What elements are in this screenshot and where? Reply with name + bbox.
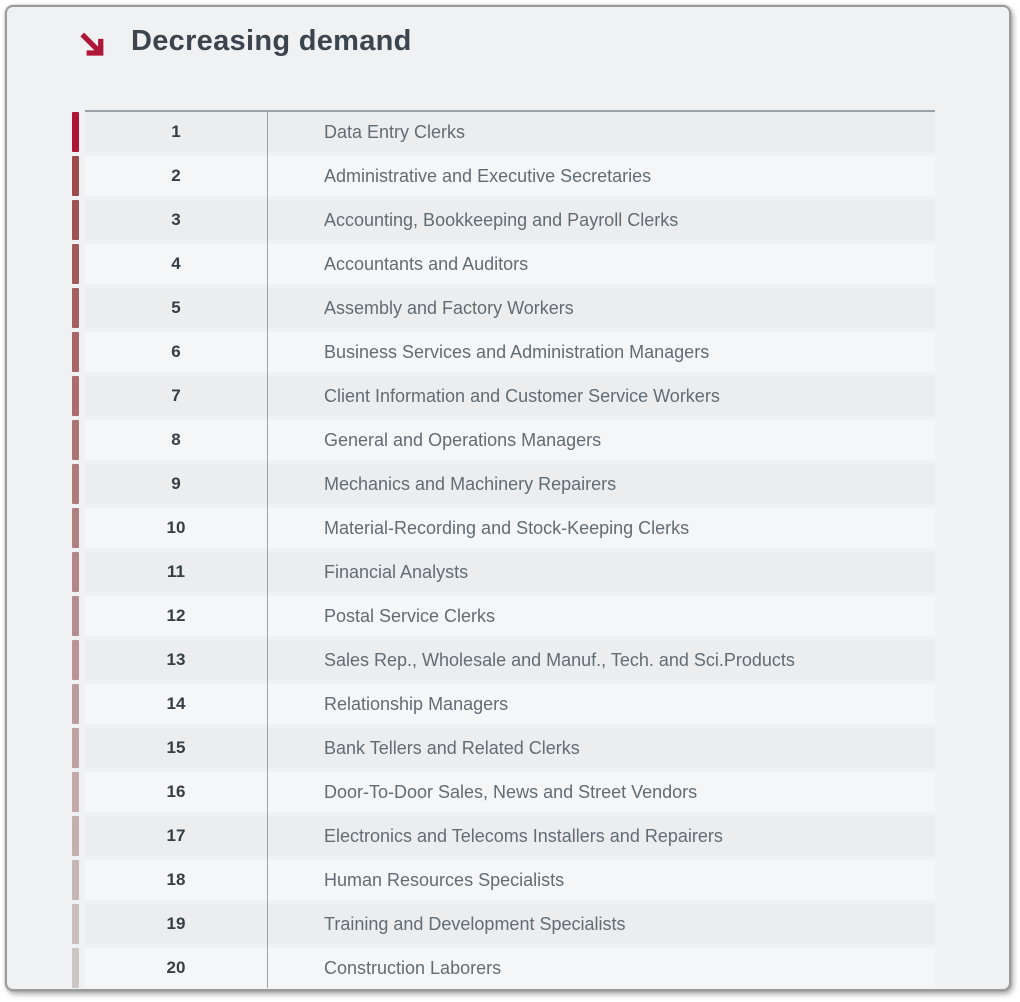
occupation-cell: Data Entry Clerks (267, 112, 935, 152)
occupation-cell: Bank Tellers and Related Clerks (267, 728, 935, 768)
table-row: 8 General and Operations Managers (72, 420, 935, 460)
occupation-cell: Human Resources Specialists (267, 860, 935, 900)
rank-accent-bar (72, 772, 79, 812)
rank-cell: 11 (85, 552, 267, 592)
table-row: 5 Assembly and Factory Workers (72, 288, 935, 328)
occupation-cell: Training and Development Specialists (267, 904, 935, 944)
table-row: 6 Business Services and Administration M… (72, 332, 935, 372)
table-row: 19 Training and Development Specialists (72, 904, 935, 944)
table-column-divider (267, 110, 268, 988)
rank-cell: 5 (85, 288, 267, 328)
occupation-cell: Construction Laborers (267, 948, 935, 988)
table-row: 14 Relationship Managers (72, 684, 935, 724)
rank-cell: 17 (85, 816, 267, 856)
rank-cell: 15 (85, 728, 267, 768)
table-row: 7 Client Information and Customer Servic… (72, 376, 935, 416)
rank-cell: 7 (85, 376, 267, 416)
table-row: 10 Material-Recording and Stock-Keeping … (72, 508, 935, 548)
rank-cell: 6 (85, 332, 267, 372)
occupation-cell: General and Operations Managers (267, 420, 935, 460)
rank-cell: 8 (85, 420, 267, 460)
rank-accent-bar (72, 684, 79, 724)
rank-accent-bar (72, 640, 79, 680)
section-title: Decreasing demand (131, 25, 412, 57)
table-row: 11 Financial Analysts (72, 552, 935, 592)
table-row: 13 Sales Rep., Wholesale and Manuf., Tec… (72, 640, 935, 680)
rank-accent-bar (72, 948, 79, 988)
rank-accent-bar (72, 596, 79, 636)
rank-cell: 9 (85, 464, 267, 504)
report-card: Decreasing demand 1 Data Entry Clerks 2 … (5, 5, 1011, 991)
occupation-cell: Accountants and Auditors (267, 244, 935, 284)
occupation-cell: Client Information and Customer Service … (267, 376, 935, 416)
rank-accent-bar (72, 420, 79, 460)
rank-cell: 20 (85, 948, 267, 988)
table-row: 4 Accountants and Auditors (72, 244, 935, 284)
rank-cell: 18 (85, 860, 267, 900)
rank-accent-bar (72, 728, 79, 768)
occupation-cell: Relationship Managers (267, 684, 935, 724)
rank-accent-bar (72, 156, 79, 196)
table-row: 2 Administrative and Executive Secretari… (72, 156, 935, 196)
table-row: 18 Human Resources Specialists (72, 860, 935, 900)
rank-cell: 3 (85, 200, 267, 240)
rank-cell: 1 (85, 112, 267, 152)
occupation-cell: Business Services and Administration Man… (267, 332, 935, 372)
rank-accent-bar (72, 200, 79, 240)
rank-accent-bar (72, 464, 79, 504)
occupation-cell: Sales Rep., Wholesale and Manuf., Tech. … (267, 640, 935, 680)
rank-cell: 19 (85, 904, 267, 944)
rank-cell: 4 (85, 244, 267, 284)
rank-accent-bar (72, 332, 79, 372)
occupation-cell: Electronics and Telecoms Installers and … (267, 816, 935, 856)
occupation-cell: Accounting, Bookkeeping and Payroll Cler… (267, 200, 935, 240)
rank-cell: 16 (85, 772, 267, 812)
table-row: 20 Construction Laborers (72, 948, 935, 988)
rank-cell: 10 (85, 508, 267, 548)
occupation-cell: Postal Service Clerks (267, 596, 935, 636)
rank-accent-bar (72, 552, 79, 592)
rank-cell: 13 (85, 640, 267, 680)
rank-accent-bar (72, 112, 79, 152)
rank-accent-bar (72, 904, 79, 944)
occupation-cell: Material-Recording and Stock-Keeping Cle… (267, 508, 935, 548)
rank-cell: 2 (85, 156, 267, 196)
table-row: 9 Mechanics and Machinery Repairers (72, 464, 935, 504)
rank-accent-bar (72, 860, 79, 900)
rank-accent-bar (72, 244, 79, 284)
occupation-cell: Financial Analysts (267, 552, 935, 592)
occupation-cell: Mechanics and Machinery Repairers (267, 464, 935, 504)
table-row: 1 Data Entry Clerks (72, 112, 935, 152)
table-top-border (85, 110, 935, 112)
rank-accent-bar (72, 288, 79, 328)
occupation-cell: Assembly and Factory Workers (267, 288, 935, 328)
table-row: 15 Bank Tellers and Related Clerks (72, 728, 935, 768)
arrow-down-right-icon (75, 26, 107, 58)
rank-accent-bar (72, 816, 79, 856)
rank-cell: 12 (85, 596, 267, 636)
rank-accent-bar (72, 508, 79, 548)
section-header: Decreasing demand (75, 25, 412, 58)
table-row: 16 Door-To-Door Sales, News and Street V… (72, 772, 935, 812)
table-rows: 1 Data Entry Clerks 2 Administrative and… (72, 112, 935, 988)
table-row: 3 Accounting, Bookkeeping and Payroll Cl… (72, 200, 935, 240)
occupation-cell: Door-To-Door Sales, News and Street Vend… (267, 772, 935, 812)
rank-cell: 14 (85, 684, 267, 724)
rank-accent-bar (72, 376, 79, 416)
table-row: 17 Electronics and Telecoms Installers a… (72, 816, 935, 856)
occupation-cell: Administrative and Executive Secretaries (267, 156, 935, 196)
table-row: 12 Postal Service Clerks (72, 596, 935, 636)
